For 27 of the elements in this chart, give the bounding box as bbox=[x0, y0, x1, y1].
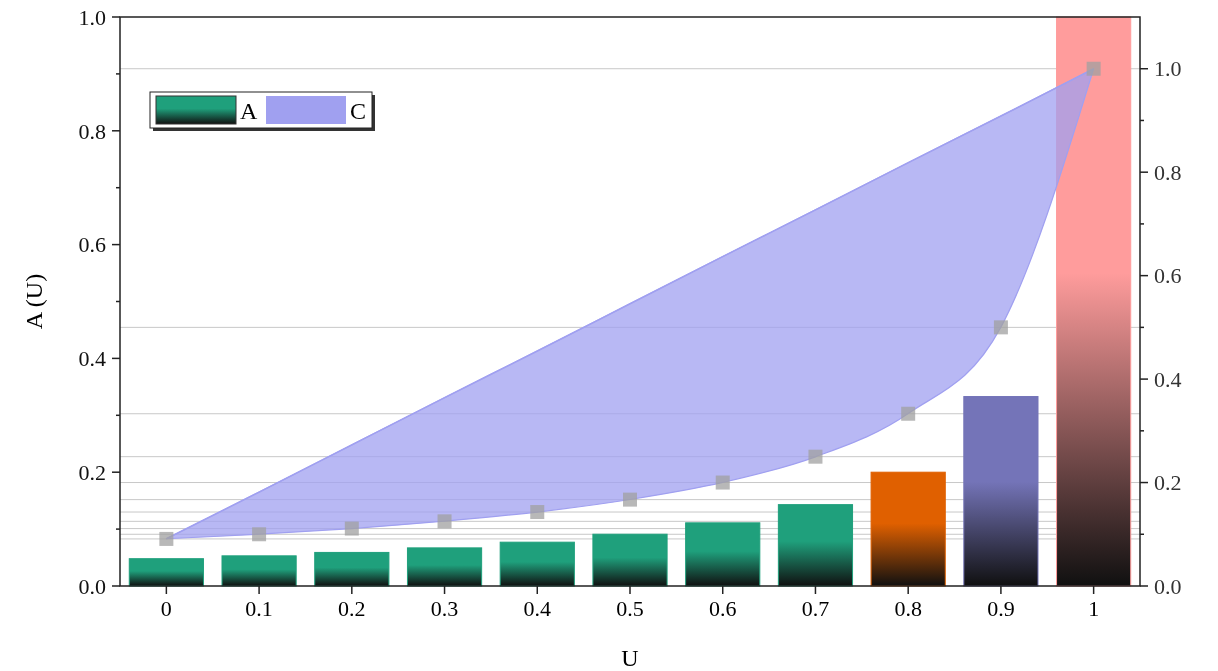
x-tick-label: 0.8 bbox=[894, 596, 922, 621]
y2-tick-label: 0.0 bbox=[1154, 573, 1182, 599]
y-tick-label: 0.4 bbox=[78, 346, 106, 372]
x-tick-label: 0.3 bbox=[430, 596, 459, 621]
y-tick-label: 0.8 bbox=[78, 118, 106, 144]
y2-tick-label: 0.6 bbox=[1154, 263, 1182, 289]
y2-tick-label: 0.2 bbox=[1154, 470, 1182, 496]
x-tick-label: 0.4 bbox=[523, 596, 552, 621]
y-tick-label: 0.2 bbox=[78, 459, 106, 485]
legend-label: C bbox=[350, 98, 367, 125]
legend-label: A bbox=[240, 98, 258, 125]
x-tick-label: 1 bbox=[1088, 596, 1100, 621]
x-tick-label: 0.9 bbox=[987, 596, 1015, 621]
y2-tick-label: 0.8 bbox=[1154, 159, 1182, 185]
x-tick-label: 0 bbox=[160, 596, 172, 621]
x-tick-label: 0.7 bbox=[801, 596, 830, 621]
x-tick-label: 0.5 bbox=[616, 596, 644, 621]
y-tick-label: 0.6 bbox=[78, 232, 106, 258]
y-axis-title: A (U) bbox=[21, 273, 47, 330]
y-tick-label: 1.0 bbox=[78, 4, 106, 30]
x-tick-label: 0.2 bbox=[338, 596, 366, 621]
x-axis-title: U bbox=[621, 645, 639, 671]
x-tick-label: 0.6 bbox=[708, 596, 737, 621]
y-tick-label: 0.0 bbox=[78, 573, 106, 599]
y2-tick-label: 0.4 bbox=[1154, 366, 1182, 392]
x-tick-label: 0.1 bbox=[245, 596, 273, 621]
y2-tick-label: 1.0 bbox=[1154, 56, 1182, 82]
